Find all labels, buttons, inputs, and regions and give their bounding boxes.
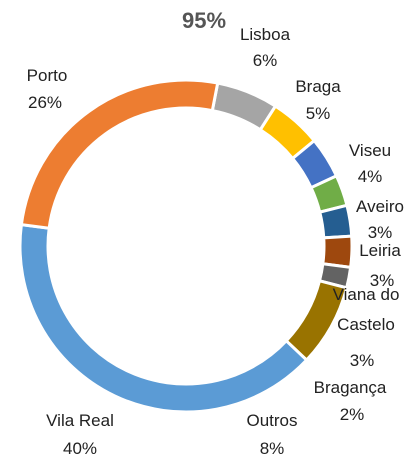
value-label: 2% bbox=[339, 405, 365, 424]
donut-segment bbox=[317, 203, 354, 240]
value-label: 3% bbox=[369, 271, 395, 290]
category-label: Bragança bbox=[313, 378, 387, 397]
donut-segment bbox=[321, 234, 354, 270]
category-label: Vila Real bbox=[46, 411, 114, 430]
category-label: Braga bbox=[295, 77, 341, 96]
category-label: Porto bbox=[26, 66, 68, 85]
value-label: 40% bbox=[62, 439, 98, 458]
chart-title: 95% bbox=[181, 8, 227, 33]
value-label: 26% bbox=[27, 93, 63, 112]
value-label: 8% bbox=[259, 439, 285, 458]
donut-segment bbox=[18, 222, 309, 414]
category-label: Outros bbox=[246, 411, 298, 430]
value-label: 3% bbox=[367, 223, 393, 242]
value-label: 3% bbox=[349, 351, 375, 370]
category-label: Leiria bbox=[359, 241, 401, 260]
value-label: 6% bbox=[252, 51, 278, 70]
category-label: Lisboa bbox=[239, 25, 291, 44]
category-label: Viana do Castelo bbox=[332, 285, 400, 334]
value-label: 4% bbox=[357, 167, 383, 186]
category-label: Aveiro bbox=[356, 197, 404, 216]
value-label: 5% bbox=[305, 104, 331, 123]
donut-segment bbox=[19, 78, 220, 230]
category-label: Viseu bbox=[348, 141, 392, 160]
